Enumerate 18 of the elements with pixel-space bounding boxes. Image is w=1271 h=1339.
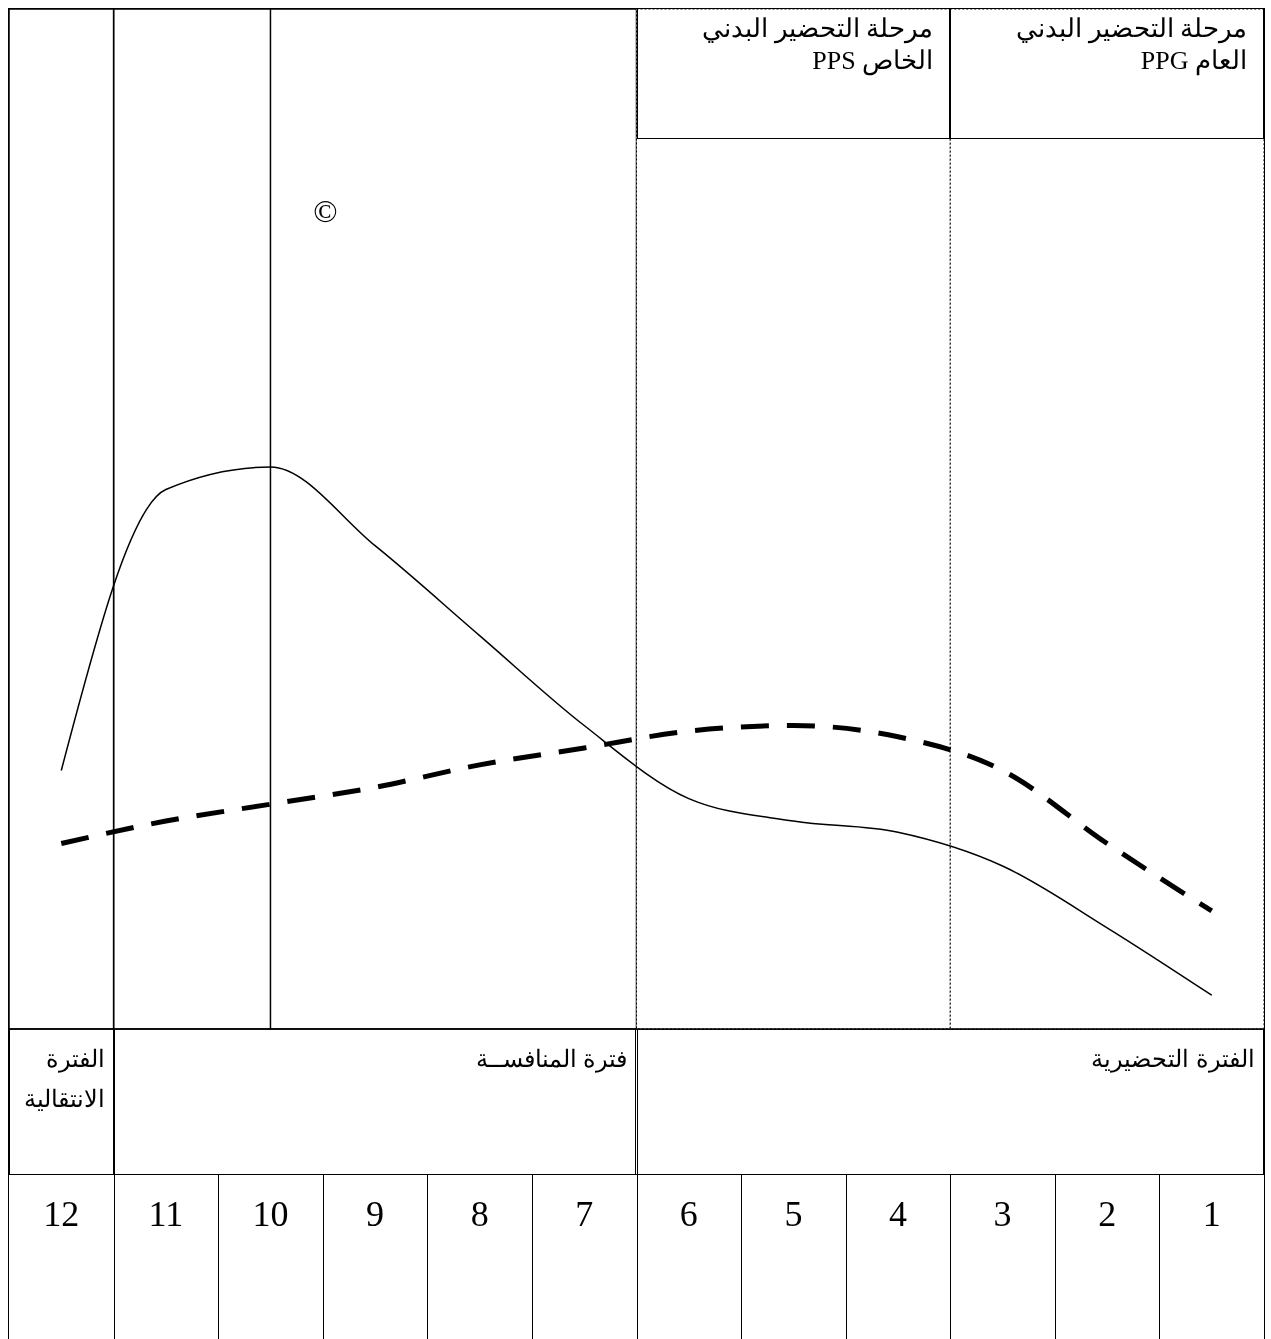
- x-tick-label: 5: [784, 1193, 803, 1234]
- band-label: مرحلة التحضير البدني الخاص PPS: [636, 9, 951, 139]
- x-tick-label: 7: [575, 1193, 594, 1234]
- x-tick-label: 11: [148, 1193, 184, 1234]
- x-tick-label: 10: [252, 1193, 289, 1234]
- x-tick-label: 6: [679, 1193, 698, 1234]
- x-tick-label: 1: [1202, 1193, 1221, 1234]
- x-tick-label: 12: [43, 1193, 80, 1234]
- band-label: الفترة الانتقالية: [9, 1029, 114, 1174]
- ref-line-label: ©: [313, 192, 338, 229]
- x-tick-label: 9: [366, 1193, 385, 1234]
- x-tick-label: 2: [1098, 1193, 1117, 1234]
- band-label: مرحلة التحضير البدني العام PPG: [950, 9, 1264, 139]
- x-tick-label: 3: [993, 1193, 1012, 1234]
- band-label: الفترة التحضيرية: [636, 1029, 1264, 1174]
- x-tick-label: 8: [470, 1193, 489, 1234]
- x-tick-label: 4: [888, 1193, 907, 1234]
- band-label: فترة المنافســة: [113, 1029, 637, 1174]
